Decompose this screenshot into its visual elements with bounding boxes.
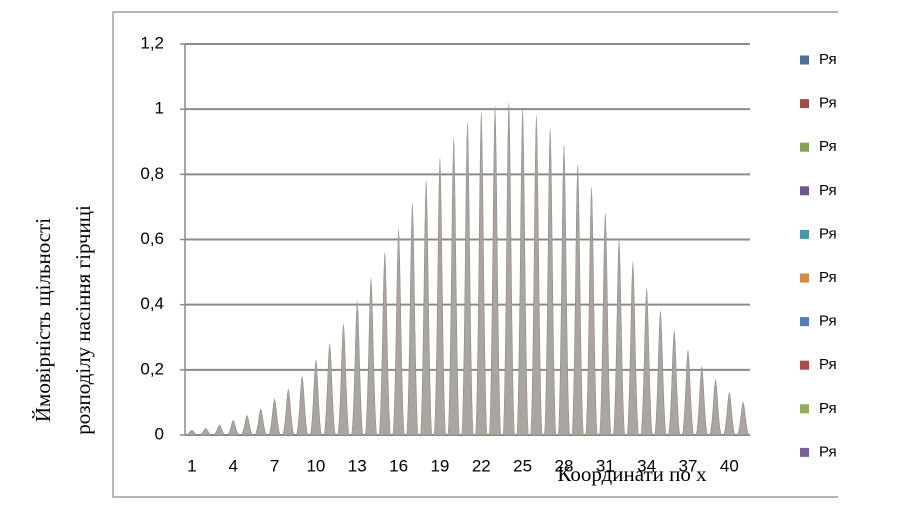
peak [350, 301, 364, 436]
peak [419, 180, 433, 436]
peak [709, 379, 723, 436]
legend-label: Ря [819, 400, 837, 417]
legend-swatch [800, 404, 809, 414]
peak [185, 429, 199, 436]
x-tick-label: 19 [430, 456, 449, 475]
legend-label: Ря [819, 95, 837, 112]
x-tick-label: 10 [306, 456, 325, 475]
x-tick-label: 1 [187, 456, 196, 475]
x-tick-label: 34 [637, 456, 656, 475]
peak [543, 128, 557, 436]
peak [612, 239, 626, 436]
peak [199, 428, 212, 436]
legend-label: Ря [819, 313, 837, 330]
x-tick-label: 7 [270, 456, 279, 475]
legend-label: Ря [819, 51, 837, 68]
peak [571, 164, 585, 436]
x-tick-label: 4 [228, 456, 237, 475]
peak [695, 366, 709, 436]
peak [681, 349, 695, 436]
peak [240, 415, 254, 436]
y-tick-label: 0,6 [140, 229, 164, 248]
peak [667, 330, 681, 436]
x-tick-label: 28 [555, 456, 574, 475]
peak [461, 121, 474, 436]
peak [226, 420, 240, 436]
legend-label: Ря [819, 225, 837, 242]
peak [598, 213, 612, 436]
peak [433, 157, 447, 436]
legend-swatch [800, 55, 809, 65]
legend-swatch [800, 186, 809, 196]
plot: Ря Ря Ря Ря Ря Ря Ря Ря Ря Ря [180, 43, 837, 460]
x-tick-label: 40 [720, 456, 739, 475]
peak [323, 343, 337, 436]
peak [378, 252, 392, 436]
peak [295, 376, 309, 436]
legend-label: Ря [819, 356, 837, 373]
legend-label: Ря [819, 443, 837, 460]
peak [392, 229, 406, 436]
legend-swatch [800, 447, 809, 457]
y-tick-label: 0,8 [140, 164, 164, 183]
peak [213, 424, 226, 436]
y-axis-title: розподілу насіння гірчиці [71, 205, 95, 435]
x-axis-title: Координати по x [557, 462, 707, 486]
peak [268, 398, 282, 436]
peak [529, 115, 543, 436]
peak [653, 310, 667, 436]
peak [405, 203, 419, 436]
legend-swatch [800, 317, 809, 327]
peak [336, 323, 350, 436]
y-tick-label: 0 [155, 424, 164, 443]
peak [736, 402, 750, 436]
legend-label: Ря [819, 182, 837, 199]
legend-swatch [800, 99, 809, 109]
y-tick-label: 0,4 [140, 294, 164, 313]
peak [502, 102, 516, 436]
legend-swatch [800, 360, 809, 370]
peak [516, 108, 530, 436]
y-tick-label: 1 [155, 99, 164, 118]
legend-label: Ря [819, 138, 837, 155]
peak [640, 288, 654, 436]
y-axis-title: Ймовірність щільності [31, 218, 55, 422]
peak [309, 359, 323, 436]
peak [474, 112, 488, 436]
peak [557, 144, 571, 436]
x-tick-label: 13 [348, 456, 367, 475]
legend-label: Ря [819, 269, 837, 286]
y-tick-label: 0,2 [140, 359, 164, 378]
y-tick-label: 1,2 [140, 33, 164, 52]
chart-frame [112, 11, 838, 498]
peak [364, 278, 378, 436]
peak [254, 408, 268, 436]
legend-swatch [800, 142, 809, 152]
x-tick-label: 25 [513, 456, 532, 475]
peak [447, 138, 461, 436]
legend-swatch [800, 273, 809, 283]
x-tick-label: 31 [596, 456, 615, 475]
legend-swatch [800, 229, 809, 239]
peak [722, 392, 736, 436]
peak [281, 389, 295, 436]
peak [488, 105, 502, 436]
peak [626, 262, 640, 436]
x-tick-label: 16 [389, 456, 408, 475]
peak [585, 187, 599, 436]
x-tick-label: 37 [679, 456, 698, 475]
x-tick-label: 22 [472, 456, 491, 475]
